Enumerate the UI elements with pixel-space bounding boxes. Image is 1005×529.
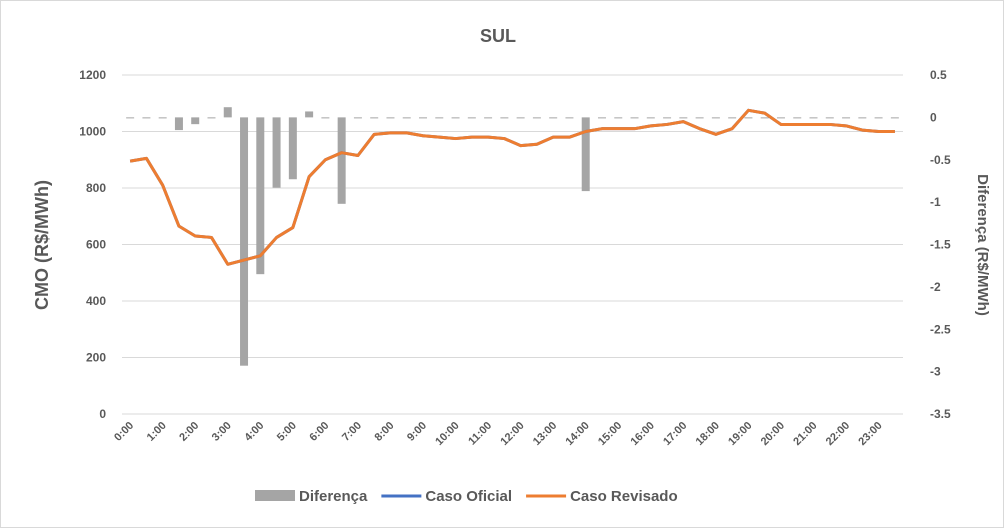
bar bbox=[516, 117, 525, 119]
bar bbox=[288, 117, 297, 180]
bar bbox=[321, 117, 330, 119]
bar bbox=[663, 117, 672, 119]
bar bbox=[500, 117, 509, 119]
bar bbox=[353, 117, 362, 119]
bar bbox=[728, 117, 737, 119]
bar bbox=[126, 117, 135, 119]
bar bbox=[337, 117, 346, 204]
bar bbox=[174, 117, 183, 131]
bar bbox=[532, 117, 541, 119]
y2-axis-title: Diferença (R$/MWh) bbox=[974, 174, 991, 316]
bar bbox=[565, 117, 574, 119]
y2-tick-label: -3 bbox=[930, 365, 941, 379]
bar bbox=[614, 117, 623, 119]
bar bbox=[386, 117, 395, 119]
bar bbox=[760, 117, 769, 119]
legend-label: Diferença bbox=[299, 488, 368, 505]
bar bbox=[776, 117, 785, 119]
bar bbox=[581, 117, 590, 192]
y2-tick-label: -2 bbox=[930, 280, 941, 294]
y-tick-label: 600 bbox=[86, 238, 106, 252]
bar bbox=[451, 117, 460, 119]
bar bbox=[305, 111, 314, 118]
bar bbox=[256, 117, 265, 275]
bar bbox=[874, 117, 883, 119]
y2-tick-label: 0.5 bbox=[930, 68, 947, 82]
bar bbox=[467, 117, 476, 119]
y2-tick-label: -2.5 bbox=[930, 322, 951, 336]
bar bbox=[402, 117, 411, 119]
bar bbox=[597, 117, 606, 119]
bar bbox=[272, 117, 281, 188]
y2-tick-label: -3.5 bbox=[930, 407, 951, 421]
bar bbox=[142, 117, 151, 119]
bar bbox=[630, 117, 639, 119]
bar bbox=[435, 117, 444, 119]
bar bbox=[809, 117, 818, 119]
bar bbox=[419, 117, 428, 119]
bar bbox=[158, 117, 167, 119]
bar bbox=[191, 117, 200, 125]
bar bbox=[890, 117, 899, 119]
legend-swatch bbox=[255, 490, 295, 501]
y-axis-title: CMO (R$/MWh) bbox=[32, 180, 52, 310]
bar bbox=[793, 117, 802, 119]
bar bbox=[646, 117, 655, 119]
bar bbox=[858, 117, 867, 119]
legend-label: Caso Revisado bbox=[570, 488, 678, 505]
bar bbox=[711, 117, 720, 119]
bar bbox=[240, 117, 249, 366]
y2-tick-label: -1 bbox=[930, 195, 941, 209]
bar bbox=[223, 107, 232, 118]
legend-label: Caso Oficial bbox=[425, 488, 512, 505]
bar bbox=[744, 117, 753, 119]
y2-tick-label: -0.5 bbox=[930, 153, 951, 167]
bar bbox=[549, 117, 558, 119]
bar bbox=[484, 117, 493, 119]
y-tick-label: 200 bbox=[86, 351, 106, 365]
bar bbox=[207, 117, 216, 119]
line bbox=[129, 108, 895, 266]
y-tick-label: 800 bbox=[86, 181, 106, 195]
chart-title: SUL bbox=[480, 26, 516, 46]
y-tick-label: 400 bbox=[86, 294, 106, 308]
bar bbox=[825, 117, 834, 119]
y-tick-label: 1000 bbox=[79, 125, 106, 139]
y2-tick-label: -1.5 bbox=[930, 238, 951, 252]
bar bbox=[842, 117, 851, 119]
bar bbox=[679, 117, 688, 119]
y-tick-label: 0 bbox=[99, 407, 106, 421]
bar bbox=[370, 117, 379, 119]
y2-tick-label: 0 bbox=[930, 110, 937, 124]
bar bbox=[695, 117, 704, 119]
y-tick-label: 1200 bbox=[79, 68, 106, 82]
